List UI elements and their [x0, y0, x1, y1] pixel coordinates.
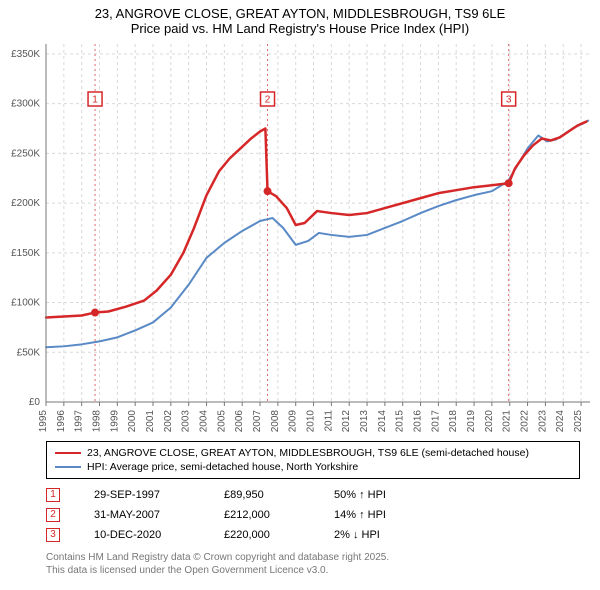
chart-area: £0 £50K £100K £150K £200K £250K £300K £350K 1995…: [0, 40, 600, 435]
svg-text:2009: 2009: [288, 410, 299, 433]
svg-text:2001: 2001: [145, 410, 156, 433]
svg-text:3: 3: [506, 95, 512, 106]
svg-text:2011: 2011: [323, 410, 334, 432]
legend-swatch-hpi: [55, 466, 81, 468]
svg-text:2013: 2013: [359, 410, 370, 433]
title-subtitle: Price paid vs. HM Land Registry's House …: [10, 21, 590, 36]
sale-price: £212,000: [224, 509, 334, 521]
svg-text:2002: 2002: [163, 410, 174, 433]
sale-price: £220,000: [224, 529, 334, 541]
svg-text:2010: 2010: [306, 410, 317, 433]
svg-text:1998: 1998: [92, 410, 103, 433]
svg-text:£150K: £150K: [11, 248, 40, 259]
legend-label: HPI: Average price, semi-detached house,…: [87, 461, 358, 473]
sale-delta: 14% ↑ HPI: [334, 509, 444, 521]
chart-container: 23, ANGROVE CLOSE, GREAT AYTON, MIDDLESB…: [0, 0, 600, 590]
svg-text:£0: £0: [29, 397, 41, 408]
svg-text:2003: 2003: [181, 410, 192, 433]
svg-text:2024: 2024: [555, 410, 566, 433]
legend: 23, ANGROVE CLOSE, GREAT AYTON, MIDDLESB…: [46, 441, 580, 479]
footer: Contains HM Land Registry data © Crown c…: [46, 551, 580, 577]
svg-text:2017: 2017: [430, 410, 441, 433]
sale-row: 1 29-SEP-1997 £89,950 50% ↑ HPI: [46, 485, 580, 505]
footer-line2: This data is licensed under the Open Gov…: [46, 564, 580, 577]
sale-marker-icon: 2: [46, 508, 60, 522]
sale-date: 31-MAY-2007: [94, 509, 224, 521]
svg-text:£100K: £100K: [11, 298, 40, 309]
svg-text:2004: 2004: [199, 410, 210, 433]
svg-text:2021: 2021: [502, 410, 513, 433]
sale-date: 10-DEC-2020: [94, 529, 224, 541]
svg-text:1999: 1999: [109, 410, 120, 433]
svg-text:2000: 2000: [127, 410, 138, 433]
svg-text:2023: 2023: [537, 410, 548, 433]
legend-item: HPI: Average price, semi-detached house,…: [55, 460, 571, 474]
sale-price: £89,950: [224, 489, 334, 501]
svg-text:2: 2: [265, 95, 271, 106]
footer-line1: Contains HM Land Registry data © Crown c…: [46, 551, 580, 564]
sale-date: 29-SEP-1997: [94, 489, 224, 501]
svg-text:2016: 2016: [413, 410, 424, 433]
svg-text:2018: 2018: [448, 410, 459, 433]
legend-label: 23, ANGROVE CLOSE, GREAT AYTON, MIDDLESB…: [87, 447, 529, 459]
sale-delta: 2% ↓ HPI: [334, 529, 444, 541]
sales-table: 1 29-SEP-1997 £89,950 50% ↑ HPI 2 31-MAY…: [46, 485, 580, 545]
title-block: 23, ANGROVE CLOSE, GREAT AYTON, MIDDLESB…: [0, 0, 600, 40]
svg-text:2025: 2025: [573, 410, 584, 433]
title-address: 23, ANGROVE CLOSE, GREAT AYTON, MIDDLESB…: [10, 6, 590, 21]
legend-item: 23, ANGROVE CLOSE, GREAT AYTON, MIDDLESB…: [55, 446, 571, 460]
svg-text:£350K: £350K: [11, 49, 40, 60]
legend-swatch-property: [55, 452, 81, 454]
svg-text:£50K: £50K: [17, 347, 41, 358]
svg-text:£250K: £250K: [11, 148, 40, 159]
svg-text:1996: 1996: [56, 410, 67, 433]
svg-text:£300K: £300K: [11, 99, 40, 110]
svg-text:2020: 2020: [484, 410, 495, 433]
svg-text:2014: 2014: [377, 410, 388, 433]
sale-row: 2 31-MAY-2007 £212,000 14% ↑ HPI: [46, 505, 580, 525]
svg-text:2019: 2019: [466, 410, 477, 433]
svg-text:1997: 1997: [74, 410, 85, 433]
chart-svg: £0 £50K £100K £150K £200K £250K £300K £350K 1995…: [0, 40, 600, 435]
svg-text:2007: 2007: [252, 410, 263, 433]
sale-marker-icon: 3: [46, 528, 60, 542]
svg-text:1995: 1995: [38, 410, 49, 433]
sale-delta: 50% ↑ HPI: [334, 489, 444, 501]
svg-text:1: 1: [92, 95, 98, 106]
svg-text:2006: 2006: [234, 410, 245, 433]
svg-text:2005: 2005: [216, 410, 227, 433]
svg-text:2022: 2022: [520, 410, 531, 433]
svg-text:£200K: £200K: [11, 198, 40, 209]
svg-text:2015: 2015: [395, 410, 406, 433]
svg-text:2012: 2012: [341, 410, 352, 433]
sale-marker-icon: 1: [46, 488, 60, 502]
sale-row: 3 10-DEC-2020 £220,000 2% ↓ HPI: [46, 525, 580, 545]
svg-text:2008: 2008: [270, 410, 281, 433]
